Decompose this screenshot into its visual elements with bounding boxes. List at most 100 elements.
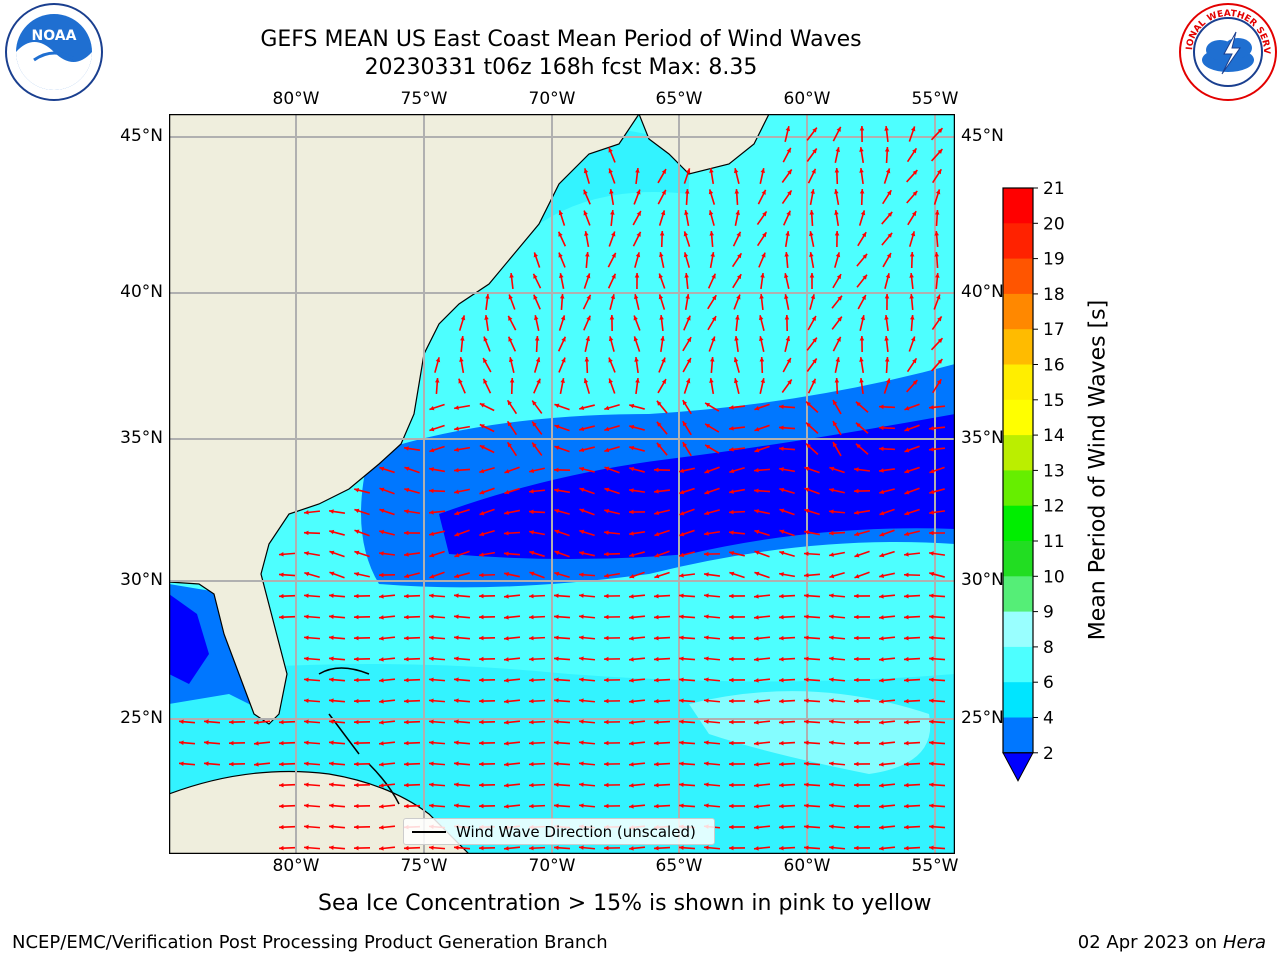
wave-direction-arrowhead [685, 378, 691, 384]
wave-direction-arrowhead [912, 380, 918, 385]
wave-direction-arrowhead [304, 698, 309, 703]
wave-direction-arrowhead [629, 657, 634, 662]
wave-direction-arrowhead [604, 530, 609, 535]
machine-name: Hera [1222, 932, 1266, 953]
wave-direction-arrowhead [504, 720, 509, 725]
wave-direction-arrowhead [329, 761, 334, 766]
wave-direction-arrowhead [704, 635, 709, 640]
wave-direction-arrowhead [832, 421, 838, 427]
wave-direction-arrowhead [705, 444, 711, 450]
wave-direction-arrowhead [786, 357, 791, 363]
wave-direction-arrowhead [754, 678, 759, 683]
wave-direction-arrowhead [879, 762, 884, 767]
wave-direction-arrowhead [604, 466, 610, 471]
wave-direction-arrowhead [779, 782, 784, 788]
wave-direction-arrowhead [810, 189, 815, 194]
wave-direction-arrowhead [686, 315, 691, 321]
wave-direction-arrowhead [429, 467, 434, 472]
lon-tick-top: 75°W [400, 89, 448, 109]
wave-direction-arrowhead [879, 425, 884, 431]
period-band-gulf-low [169, 594, 209, 684]
wave-direction-arrowhead [679, 719, 684, 725]
wave-direction-arrowhead [829, 466, 835, 472]
wave-direction-arrowhead [529, 593, 534, 599]
wave-direction-arrowhead [804, 487, 810, 492]
wave-direction-arrowhead [304, 614, 309, 619]
wave-direction-arrowhead [679, 803, 684, 809]
wave-direction-arrowhead [729, 426, 734, 431]
wave-direction-arrowhead [504, 469, 510, 474]
wave-direction-arrowhead [854, 698, 859, 704]
wave-direction-arrowhead [912, 148, 917, 154]
wave-direction-arrowhead [304, 824, 309, 829]
wave-direction-arrowhead [429, 761, 434, 766]
wave-direction-arrowhead [910, 231, 916, 237]
wave-direction-arrowhead [404, 656, 409, 662]
lon-tick-top: 55°W [911, 89, 959, 109]
wave-direction-arrowhead [229, 719, 234, 725]
wave-direction-arrowhead [929, 551, 934, 556]
wave-direction-arrowhead [804, 824, 809, 830]
wave-direction-arrowhead [829, 488, 835, 493]
wave-direction-arrowhead [608, 378, 613, 384]
wave-direction-arrowhead [479, 761, 484, 767]
wave-direction-arrowhead [379, 594, 384, 599]
wave-direction-arrowhead [279, 552, 284, 557]
wave-direction-arrowhead [329, 571, 335, 576]
wave-direction-arrowhead [904, 614, 909, 620]
wave-direction-arrowhead [861, 294, 866, 300]
wave-direction-arrowhead [629, 846, 634, 851]
wave-direction-arrowhead [884, 294, 890, 299]
wave-direction-arrowhead [804, 466, 810, 471]
wave-direction-arrowhead [836, 336, 841, 342]
wave-direction-arrowhead [479, 635, 484, 641]
wave-direction-arrowhead [656, 421, 662, 427]
wave-direction-arrowhead [855, 401, 861, 407]
wave-direction-arrowhead [779, 845, 784, 851]
wave-direction-arrowhead [779, 487, 785, 493]
wave-direction-arrowhead [904, 719, 909, 725]
wave-direction-arrowhead [754, 720, 759, 725]
wave-direction-arrowhead [329, 509, 334, 514]
wave-direction-arrowhead [754, 448, 760, 453]
wave-direction-arrowhead [379, 846, 384, 851]
wave-direction-arrowhead [508, 294, 513, 300]
wave-direction-arrowhead [635, 252, 641, 258]
lat-tick-right: 45°N [961, 126, 1004, 146]
wave-direction-arrowhead [804, 803, 809, 809]
wave-direction-arrowhead [904, 803, 909, 809]
wave-direction-arrowhead [629, 574, 635, 579]
wave-direction-arrowhead [859, 357, 864, 362]
wave-direction-arrowhead [629, 720, 634, 725]
wave-direction-arrowhead [579, 529, 585, 535]
wave-direction-arrowhead [329, 803, 334, 808]
colorbar-segment [1003, 505, 1033, 542]
wave-direction-arrowhead [454, 698, 459, 703]
wave-direction-arrowhead [929, 530, 934, 536]
wave-direction-arrowhead [704, 469, 710, 474]
wave-direction-arrowhead [454, 489, 459, 494]
wave-direction-arrowhead [762, 232, 767, 238]
map-subtitle: 20230331 t06z 168h fcst Max: 8.35 [364, 55, 758, 80]
wave-direction-arrowhead [812, 127, 817, 133]
wave-direction-arrowhead [454, 761, 459, 766]
credit-text: NCEP/EMC/Verification Post Processing Pr… [12, 932, 608, 953]
graticule [169, 114, 955, 854]
colorbar-tick-label: 14 [1043, 426, 1065, 446]
wave-direction-arrowhead [934, 252, 940, 257]
wave-direction-arrowhead [404, 719, 409, 725]
wave-direction-arrowhead [654, 614, 659, 620]
colorbar-tick-label: 9 [1043, 603, 1054, 623]
wave-direction-arrowhead [809, 210, 815, 215]
wave-direction-arrowhead [529, 740, 534, 746]
wave-direction-arrowhead [784, 315, 790, 320]
wave-direction-arrowhead [829, 614, 834, 619]
wave-direction-arrowhead [329, 677, 334, 682]
wave-direction-arrowhead [604, 845, 609, 851]
wave-direction-arrowhead [879, 615, 884, 620]
wave-direction-arrowhead [429, 719, 434, 724]
wave-direction-arrowhead [860, 315, 866, 321]
wave-direction-arrowhead [754, 804, 759, 809]
wave-direction-arrowhead [586, 315, 591, 321]
wave-direction-arrowhead [686, 357, 691, 363]
